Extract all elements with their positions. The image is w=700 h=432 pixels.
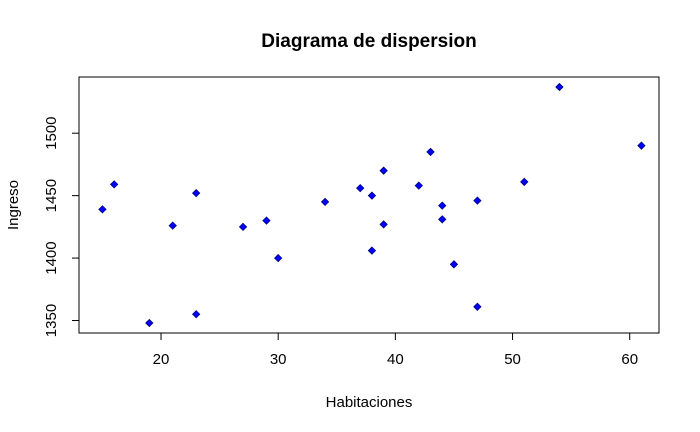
data-point <box>379 166 388 175</box>
y-tick-label: 1450 <box>43 179 60 212</box>
x-tick-label: 30 <box>270 351 287 368</box>
data-point <box>414 181 423 190</box>
data-point <box>145 318 154 328</box>
data-point <box>98 205 107 214</box>
plot-area-frame <box>78 76 660 334</box>
y-axis-label: Ingreso <box>5 180 22 230</box>
chart-title: Diagrama de dispersion <box>261 31 476 52</box>
data-point <box>426 147 435 157</box>
data-point <box>379 220 388 229</box>
y-axis: 1350 1400 1450 1500 <box>43 117 80 337</box>
y-tick-label: 1350 <box>43 304 60 337</box>
data-point <box>473 302 482 311</box>
x-tick-label: 40 <box>387 351 404 368</box>
data-point <box>356 183 365 193</box>
data-point <box>168 221 177 230</box>
data-point <box>449 260 459 269</box>
data-point <box>473 196 482 205</box>
data-point <box>192 310 201 319</box>
x-tick-label: 50 <box>504 351 521 368</box>
data-points <box>98 82 646 328</box>
data-point <box>637 141 646 150</box>
data-point <box>438 215 447 224</box>
data-point <box>367 191 377 200</box>
y-tick-label: 1500 <box>43 117 60 150</box>
data-point <box>238 222 248 232</box>
data-point <box>109 180 119 189</box>
data-point <box>367 246 377 255</box>
data-point <box>555 82 564 92</box>
data-point <box>192 188 201 198</box>
x-tick-label: 60 <box>621 351 638 368</box>
data-point <box>274 253 283 263</box>
x-tick-label: 20 <box>153 351 170 368</box>
x-axis: 20 30 40 50 60 <box>153 332 638 368</box>
y-tick-label: 1400 <box>43 241 60 274</box>
data-point <box>320 197 330 207</box>
data-point <box>520 177 529 187</box>
data-point <box>438 201 447 210</box>
data-point <box>262 216 271 225</box>
x-axis-label: Habitaciones <box>326 394 413 411</box>
